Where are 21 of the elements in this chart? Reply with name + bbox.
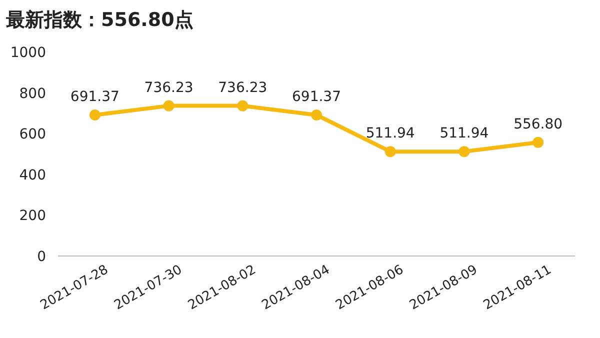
chart-title: 最新指数：556.80点 <box>5 9 194 31</box>
y-tick-label: 400 <box>19 167 46 184</box>
point <box>384 146 396 158</box>
point <box>89 109 100 120</box>
data-label: 691.37 <box>292 88 341 105</box>
data-label: 511.94 <box>440 126 489 142</box>
data-label: 736.23 <box>144 80 194 96</box>
data-label: 556.80 <box>514 116 563 132</box>
data-label: 736.23 <box>218 80 268 96</box>
point <box>311 109 322 120</box>
y-tick-label: 800 <box>19 86 46 102</box>
point <box>237 100 248 112</box>
y-tick-label: 1000 <box>10 45 46 61</box>
point <box>163 100 174 112</box>
data-label: 511.94 <box>366 126 415 142</box>
point <box>458 146 470 158</box>
data-label: 691.37 <box>70 88 120 105</box>
y-tick-label: 600 <box>19 126 46 143</box>
y-tick-label: 0 <box>37 249 46 265</box>
point <box>532 136 544 148</box>
y-tick-label: 200 <box>19 208 46 224</box>
